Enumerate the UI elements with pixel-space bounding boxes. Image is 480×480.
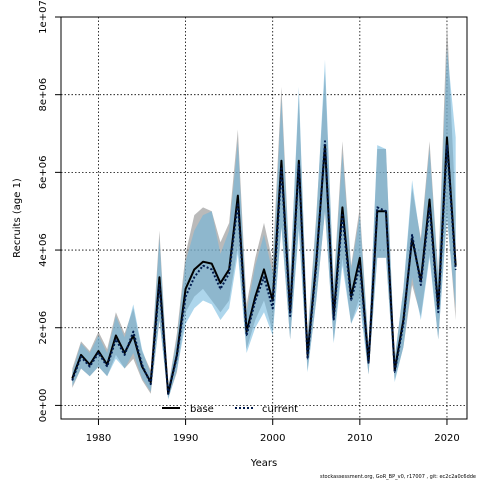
x-tick-label: 2000: [260, 433, 285, 444]
data-point-current: [333, 319, 335, 321]
y-tick-label: 6e+06: [38, 156, 49, 190]
y-tick-label: 1e+07: [38, 0, 49, 34]
data-point-current: [315, 264, 317, 267]
data-point-current: [132, 331, 134, 333]
legend: base current: [162, 404, 298, 415]
data-point-current: [402, 323, 404, 325]
y-tick-label: 2e+06: [38, 311, 49, 345]
data-point-base: [245, 331, 248, 333]
data-point-current: [289, 315, 291, 317]
data-point-current: [341, 214, 344, 216]
data-point-current: [106, 365, 108, 368]
data-point-current: [202, 264, 204, 267]
data-point-current: [411, 233, 413, 236]
legend-label-current: current: [262, 404, 298, 415]
data-point-base: [280, 160, 283, 162]
data-point-current: [298, 163, 300, 166]
data-point-current: [350, 299, 352, 302]
x-tick-label: 1990: [173, 433, 198, 444]
data-point-base: [150, 381, 152, 383]
data-point-current: [254, 299, 256, 302]
data-point-base: [80, 354, 82, 356]
data-point-current: [428, 206, 431, 208]
data-point-current: [124, 354, 126, 356]
data-point-current: [237, 202, 239, 205]
data-point-current: [455, 268, 457, 271]
data-point-current: [97, 352, 100, 354]
data-point-current: [219, 288, 222, 290]
data-point-base: [350, 296, 352, 298]
data-point-base: [193, 268, 195, 271]
confidence-bands: [72, 20, 456, 400]
data-point-current: [306, 358, 309, 360]
data-point-current: [359, 264, 361, 267]
data-point-current: [437, 311, 439, 313]
data-point-base: [115, 334, 117, 337]
legend-label-base: base: [190, 404, 214, 415]
data-point-base: [306, 354, 309, 356]
data-point-current: [167, 393, 169, 395]
series-lines: [71, 136, 457, 395]
data-point-base: [263, 268, 265, 271]
data-point-current: [228, 272, 230, 274]
x-axis-title: Years: [250, 458, 277, 469]
data-point-base: [428, 198, 431, 201]
data-point-current: [176, 356, 178, 358]
data-point-base: [211, 263, 213, 265]
data-point-current: [245, 334, 248, 337]
data-point-current: [367, 362, 370, 364]
plot-frame: [60, 16, 468, 420]
data-point-current: [89, 365, 91, 368]
data-point-base: [237, 195, 239, 197]
data-point-base: [446, 136, 448, 139]
data-point-current: [193, 276, 195, 278]
data-point-base: [158, 276, 161, 278]
y-axis-title: Recruits (age 1): [12, 178, 23, 258]
y-tick-label: 8e+06: [38, 78, 49, 112]
data-point-current: [272, 307, 274, 309]
x-tick-label: 2020: [434, 433, 459, 444]
data-point-base: [219, 282, 222, 284]
data-point-current: [71, 379, 73, 381]
x-tick-label: 2010: [347, 433, 372, 444]
data-point-base: [184, 288, 187, 290]
data-point-current: [184, 296, 187, 298]
x-tick-label: 1980: [86, 433, 111, 444]
data-point-current: [376, 206, 378, 208]
confidence-band-current: [72, 48, 456, 400]
data-point-base: [341, 206, 344, 208]
data-point-base: [254, 296, 256, 298]
data-point-base: [97, 350, 100, 352]
footer-credit: stockassessment.org, GoR_BP_v0, r17007 ,…: [320, 474, 476, 480]
y-axis: 0e+00 2e+06 4e+06 6e+06 8e+06 1e+07: [38, 0, 61, 422]
data-point-current: [446, 144, 448, 146]
data-point-current: [211, 268, 213, 271]
data-point-current: [141, 364, 143, 366]
data-point-current: [324, 140, 326, 142]
data-point-base: [124, 352, 126, 354]
data-point-current: [420, 284, 422, 286]
data-point-current: [115, 338, 117, 340]
data-point-current: [158, 284, 161, 286]
data-point-base: [359, 257, 361, 259]
x-axis: 1980 1990 2000 2010 2020: [86, 419, 460, 444]
data-point-base: [202, 261, 204, 263]
data-point-current: [385, 210, 387, 212]
data-point-current: [150, 383, 152, 385]
data-point-base: [298, 160, 300, 162]
y-tick-label: 4e+06: [38, 233, 49, 267]
data-point-current: [394, 371, 396, 373]
data-point-current: [263, 276, 265, 278]
data-point-current: [280, 167, 283, 170]
y-tick-label: 0e+00: [38, 389, 49, 423]
data-point-current: [80, 356, 82, 358]
